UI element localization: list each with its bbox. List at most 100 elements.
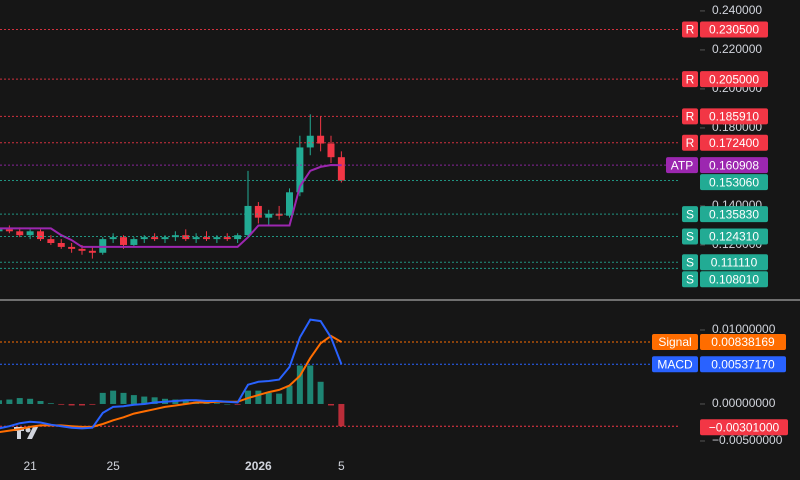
histogram-bar	[234, 403, 241, 405]
candle-body	[47, 239, 55, 244]
candle-body	[0, 229, 3, 232]
candle-body	[213, 237, 221, 240]
histogram-bar	[110, 390, 117, 404]
histogram-bar	[141, 396, 148, 404]
series-name: MACD	[657, 357, 693, 371]
level-tag-box	[682, 71, 698, 88]
histogram-bar	[265, 392, 272, 404]
y-tick-label: 0.01000000	[712, 322, 776, 336]
histogram-bar	[151, 397, 158, 404]
level-tag: S	[686, 255, 694, 269]
level-tag: R	[686, 72, 695, 86]
level-tag-box	[682, 134, 698, 151]
y-tick-label: −0.00500000	[712, 433, 783, 447]
candle-body	[16, 231, 24, 236]
level-tag-box	[666, 157, 698, 174]
series-name-box	[652, 333, 698, 350]
candle-body	[182, 235, 190, 240]
histogram-bar	[58, 403, 65, 405]
level-tag-box	[682, 254, 698, 271]
candle-body	[306, 135, 314, 148]
histogram-bar	[0, 400, 2, 404]
series-label-box	[700, 356, 786, 373]
candle-body	[275, 213, 283, 216]
level-label-box	[700, 228, 768, 245]
candle-body	[203, 237, 210, 240]
candle-body	[140, 237, 148, 240]
candle-body	[244, 205, 252, 236]
candle-body	[88, 250, 96, 253]
candle-body	[68, 246, 76, 249]
x-tick-label: 21	[23, 459, 37, 473]
level-tag-box	[682, 21, 698, 38]
level-label: 0.111110	[711, 255, 758, 269]
histogram-bar	[99, 392, 106, 404]
level-label-box	[700, 271, 768, 288]
histogram-bar	[27, 398, 34, 404]
candle-body	[286, 192, 293, 216]
histogram-label-box	[700, 419, 788, 436]
level-tag-box	[682, 108, 698, 125]
candle-body	[317, 135, 325, 144]
x-tick-label: 2026	[245, 459, 272, 473]
level-label: 0.172400	[709, 136, 759, 150]
level-label: 0.135830	[709, 207, 759, 221]
series-label: 0.00838169	[711, 335, 775, 349]
histogram-bar	[255, 390, 262, 404]
histogram-bar	[307, 365, 314, 404]
series-name-box	[652, 356, 698, 373]
histogram-bar	[79, 403, 85, 406]
histogram-label: −0.00301000	[709, 420, 780, 434]
level-label: 0.108010	[709, 272, 759, 286]
histogram-bar	[89, 403, 96, 405]
histogram-bar	[68, 403, 75, 406]
candle-body	[130, 239, 138, 245]
level-tag-box	[682, 206, 698, 223]
candle-body	[223, 237, 231, 240]
histogram-bar	[338, 403, 345, 427]
series-name: Signal	[658, 335, 691, 349]
histogram-bar	[182, 400, 189, 404]
candle-body	[78, 248, 86, 251]
candle-body	[327, 143, 335, 158]
x-tick-label: 5	[338, 459, 345, 473]
histogram-bar	[224, 403, 231, 405]
level-tag: R	[686, 110, 695, 124]
histogram-bar	[328, 403, 334, 406]
level-label-box	[700, 206, 768, 223]
candle-body	[57, 243, 65, 247]
level-tag: S	[686, 207, 694, 221]
candle-body	[5, 229, 13, 232]
candle-body	[161, 237, 169, 240]
level-label: 0.205000	[709, 72, 759, 86]
macd-line	[0, 318, 343, 430]
histogram-bar	[296, 365, 303, 404]
level-label: 0.124310	[709, 230, 759, 244]
candle-body	[109, 237, 117, 240]
histogram-bar	[16, 398, 23, 404]
histogram-bar	[130, 395, 137, 404]
candle-body	[234, 235, 242, 240]
level-tag: ATP	[671, 158, 693, 172]
candle-body	[254, 205, 262, 218]
histogram-bar	[47, 403, 54, 404]
level-label: 0.230500	[709, 23, 759, 37]
candle-body	[120, 237, 127, 245]
level-label-box	[700, 157, 768, 174]
level-label-box	[700, 108, 768, 125]
candle-body	[265, 213, 273, 218]
y-tick-label: 0.220000	[712, 42, 762, 56]
level-label: 0.185910	[709, 110, 759, 124]
histogram-bar	[37, 401, 44, 404]
level-tag: S	[686, 272, 694, 286]
level-tag: R	[686, 136, 695, 150]
candle-body	[296, 147, 304, 193]
series-label: 0.00537170	[711, 357, 775, 371]
candle-body	[26, 231, 34, 236]
y-tick-label: 0.240000	[712, 3, 762, 17]
candle-body	[192, 237, 200, 240]
histogram-bar	[317, 381, 324, 404]
level-label: 0.160908	[709, 158, 759, 172]
